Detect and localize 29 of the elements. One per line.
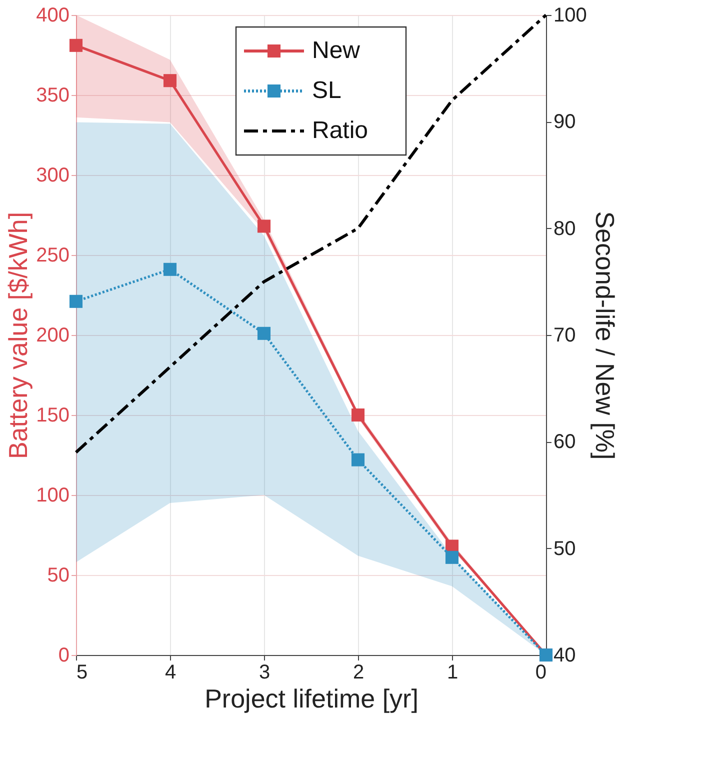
y2-tick-label: 100 xyxy=(554,4,587,26)
y2-tick-label: 90 xyxy=(554,111,576,134)
x-tick-label: 3 xyxy=(258,662,270,684)
y2-axis-title: Second-life / New [%] xyxy=(590,211,620,460)
legend-label: Ratio xyxy=(312,117,368,144)
y-tick-label: 50 xyxy=(47,564,70,586)
line-series xyxy=(74,14,548,454)
y2-tick-label: 80 xyxy=(554,218,576,240)
y2-tick-label: 40 xyxy=(554,644,576,666)
y-tick-label: 150 xyxy=(36,404,70,426)
y2-tick-label: 50 xyxy=(554,538,576,560)
legend-label: SL xyxy=(312,77,342,104)
y2-tick-label: 70 xyxy=(554,324,576,346)
y-tick-label: 250 xyxy=(36,244,70,266)
y-tick-label: 400 xyxy=(36,4,70,26)
y-tick-label: 100 xyxy=(36,484,70,506)
y-tick-label: 0 xyxy=(58,644,70,666)
x-axis-title: Project lifetime [yr] xyxy=(204,684,418,714)
y-tick-label: 350 xyxy=(36,84,70,106)
y2-tick-label: 60 xyxy=(554,431,576,454)
x-tick-label: 0 xyxy=(535,662,546,684)
y-axis-title: Battery value [$/kWh] xyxy=(3,212,34,460)
legend-label: New xyxy=(312,37,361,64)
x-tick-label: 2 xyxy=(352,662,364,684)
y-tick-label: 200 xyxy=(36,324,70,346)
y-tick-label: 300 xyxy=(36,164,70,186)
x-tick-label: 1 xyxy=(446,662,458,684)
x-tick-label: 4 xyxy=(164,662,176,684)
x-tick-label: 5 xyxy=(76,662,88,684)
